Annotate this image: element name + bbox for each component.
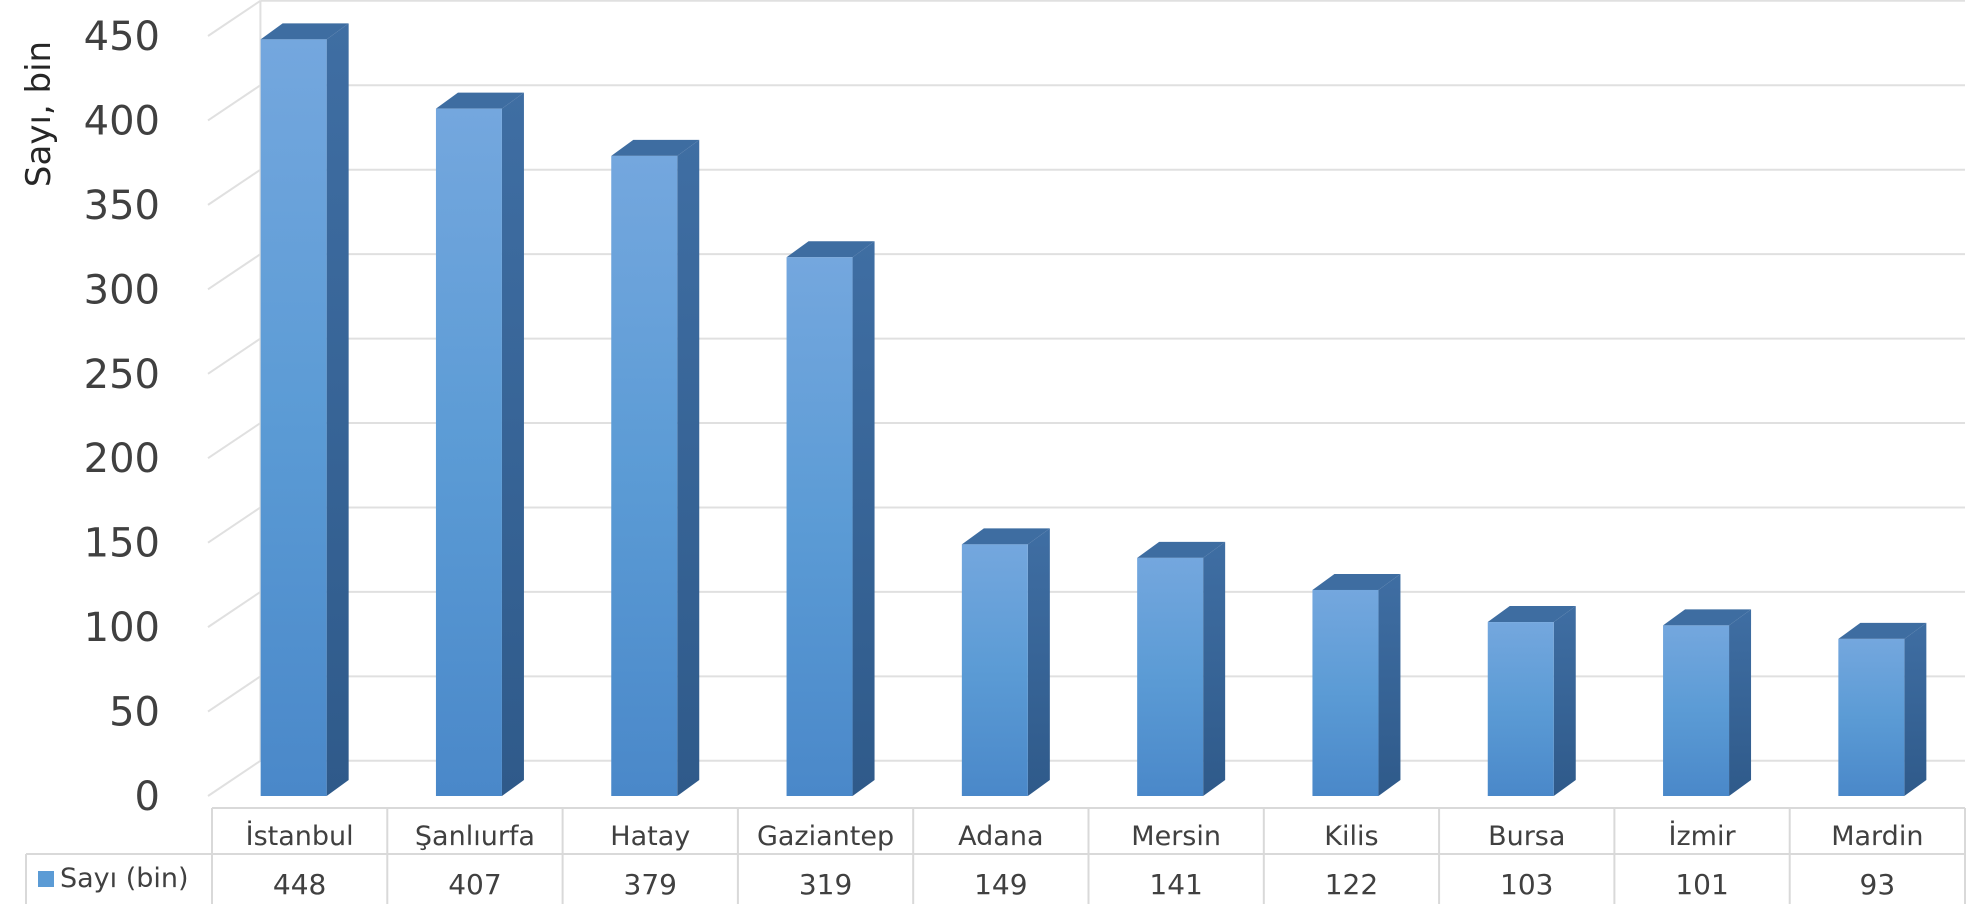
bar-front (786, 257, 853, 796)
bar-front (961, 544, 1028, 796)
x-tick-label: Kilis (1324, 821, 1378, 852)
y-tick-label: 0 (135, 774, 160, 820)
gridline-slant (207, 84, 261, 122)
bar-side (1553, 606, 1576, 796)
data-label: 149 (974, 868, 1027, 901)
bar-side (326, 23, 349, 796)
gridline-slant (207, 337, 261, 375)
x-tick-label: Hatay (610, 821, 690, 852)
y-tick-label: 150 (84, 521, 160, 567)
gridline-slant (207, 759, 261, 797)
bar-front (1838, 638, 1905, 796)
bar-side (1203, 541, 1226, 796)
bar-top (1137, 541, 1226, 558)
bar-front (1137, 557, 1204, 796)
x-tick-label: Bursa (1488, 821, 1565, 852)
x-tick-label: Mersin (1131, 821, 1221, 852)
y-tick-label: 100 (84, 605, 160, 651)
bar-side (1378, 573, 1401, 796)
gridline-slant (207, 168, 261, 206)
bar (1663, 609, 1752, 796)
bar-front (1487, 622, 1554, 796)
data-label: 448 (273, 868, 326, 901)
data-label: 122 (1325, 868, 1378, 901)
data-label: 407 (448, 868, 501, 901)
bar (435, 92, 524, 797)
data-label: 379 (624, 868, 677, 901)
x-tick-label: Şanlıurfa (415, 821, 535, 852)
legend-swatch (38, 871, 54, 887)
gridline-slant (207, 675, 261, 713)
gridline-slant (207, 591, 261, 628)
y-axis: 0 50 100 150 200 250 300 350 400 450 (84, 14, 160, 820)
x-tick-label: Gaziantep (757, 821, 894, 852)
bar-front (1663, 625, 1730, 796)
bar-top (435, 92, 524, 109)
y-tick-label: 400 (84, 98, 160, 144)
y-tick-label: 350 (84, 183, 160, 229)
gridline-slant (207, 422, 261, 460)
data-table: Sayı (bin) İstanbul 448 Şanlıurfa 407 Hatay 37… (25, 807, 1966, 904)
y-tick-label: 200 (84, 436, 160, 482)
x-tick-label: Mardin (1831, 821, 1923, 852)
gridline-slant (207, 0, 261, 37)
gridlines (207, 0, 1965, 797)
bar (1137, 541, 1226, 796)
bar (260, 23, 349, 796)
bar-side (501, 92, 524, 797)
bar-top (1838, 622, 1927, 639)
data-label: 101 (1675, 868, 1728, 901)
y-tick-label: 50 (109, 690, 160, 736)
bar (1487, 606, 1576, 796)
bars (260, 23, 1927, 797)
bar (1312, 573, 1401, 796)
bar-side (677, 139, 700, 796)
x-tick-label: İzmir (1669, 820, 1737, 852)
bar-top (1487, 606, 1576, 623)
y-tick-label: 450 (84, 14, 160, 60)
bar-top (961, 528, 1050, 545)
bar (961, 528, 1050, 796)
bar-side (1027, 528, 1050, 796)
gridline-slant (207, 506, 261, 544)
bar-top (786, 241, 875, 258)
x-tick-label: İstanbul (246, 820, 354, 852)
bar (611, 139, 700, 796)
gridline-slant (207, 253, 261, 291)
bar-top (260, 23, 349, 40)
x-tick-label: Adana (958, 821, 1043, 852)
y-axis-label: Sayı, bin (19, 41, 59, 187)
data-label: 93 (1860, 868, 1896, 901)
bar-front (260, 39, 327, 796)
y-tick-label: 300 (84, 267, 160, 313)
bar-front (1312, 589, 1379, 796)
bar-front (435, 108, 502, 797)
legend-series-name: Sayı (bin) (60, 863, 189, 894)
bar-side (1904, 622, 1927, 796)
bar (1838, 622, 1927, 796)
bar-side (1729, 609, 1752, 796)
bar-front (611, 155, 678, 796)
bar-top (1663, 609, 1752, 626)
data-label: 319 (799, 868, 852, 901)
y-tick-label: 250 (84, 352, 160, 398)
bar-top (611, 139, 700, 156)
bar-top (1312, 573, 1401, 590)
bar-side (852, 241, 875, 796)
bar (786, 241, 875, 796)
data-label: 103 (1500, 868, 1553, 901)
data-label: 141 (1149, 868, 1202, 901)
